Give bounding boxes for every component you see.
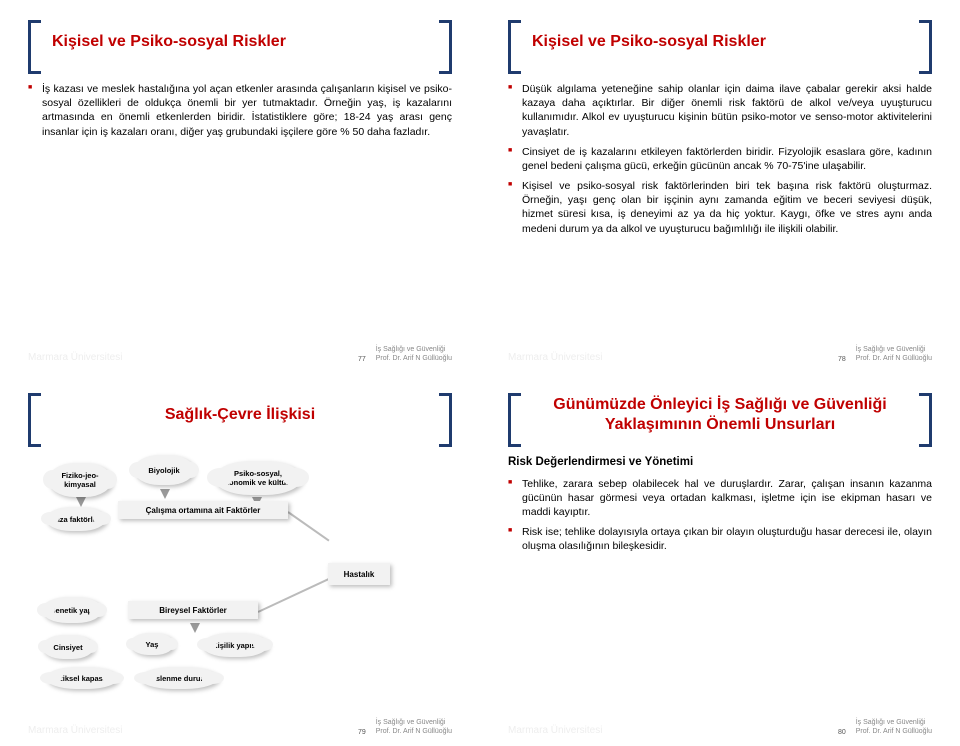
footer-who: İş Sağlığı ve GüvenliğiProf. Dr. Arif N … — [376, 719, 452, 736]
title-wrap: Kişisel ve Psiko-sosyal Riskler — [508, 22, 932, 72]
bullet: İş kazası ve meslek hastalığına yol açan… — [42, 82, 452, 139]
bracket-right — [911, 20, 932, 74]
footer-pageno: 78 — [838, 356, 846, 363]
diagram-bar-bireysel: Bireysel Faktörler — [128, 601, 258, 619]
bracket-right — [431, 20, 452, 74]
slide-80: Günümüzde Önleyici İş Sağlığı ve Güvenli… — [480, 373, 960, 746]
bullet: Tehlike, zarara sebep olabilecek hal ve … — [522, 477, 932, 520]
footer-who: İş Sağlığı ve GüvenliğiProf. Dr. Arif N … — [856, 719, 932, 736]
bracket-left — [508, 393, 529, 447]
footer-who: İş Sağlığı ve GüvenliğiProf. Dr. Arif N … — [856, 346, 932, 363]
diagram-bottom-cloud-4: Fiziksel kapasite — [46, 667, 118, 689]
bullet: Risk ise; tehlike dolayısıyla ortaya çık… — [522, 525, 932, 553]
slide-footer: Marmara Üniversitesi 77 İş Sağlığı ve Gü… — [28, 346, 452, 363]
bullet: Düşük algılama yeteneğine sahip olanlar … — [522, 82, 932, 139]
diagram-bottom-cloud-5: Beslenme durumu — [140, 667, 218, 689]
footer-pageno: 80 — [838, 729, 846, 736]
footer-uni: Marmara Üniversitesi — [28, 725, 122, 736]
slide-title: Kişisel ve Psiko-sosyal Riskler — [52, 32, 428, 52]
slide-footer: Marmara Üniversitesi 78 İş Sağlığı ve Gü… — [508, 346, 932, 363]
slide-77: Kişisel ve Psiko-sosyal Riskler İş kazas… — [0, 0, 480, 373]
bracket-left — [508, 20, 529, 74]
footer-who: İş Sağlığı ve GüvenliğiProf. Dr. Arif N … — [376, 346, 452, 363]
diagram-kaza-cloud: Kaza faktörleri — [46, 507, 106, 531]
bracket-right — [431, 393, 452, 447]
bracket-right — [911, 393, 932, 447]
title-wrap: Sağlık-Çevre İlişkisi — [28, 395, 452, 445]
slide-body: Risk Değerlendirmesi ve Yönetimi Tehlike… — [508, 455, 932, 553]
slide-footer: Marmara Üniversitesi 79 İş Sağlığı ve Gü… — [28, 719, 452, 736]
bullet: Kişisel ve psiko-sosyal risk faktörlerin… — [522, 179, 932, 236]
footer-uni: Marmara Üniversitesi — [508, 352, 602, 363]
diagram-bottom-cloud-2: Yaş — [130, 633, 174, 655]
title-wrap: Günümüzde Önleyici İş Sağlığı ve Güvenli… — [508, 395, 932, 445]
slide-78: Kişisel ve Psiko-sosyal Riskler Düşük al… — [480, 0, 960, 373]
slide-title: Günümüzde Önleyici İş Sağlığı ve Güvenli… — [532, 395, 908, 435]
slide-body: İş kazası ve meslek hastalığına yol açan… — [28, 82, 452, 139]
diagram-bottom-cloud-3: Kişilik yapısı — [202, 633, 268, 657]
diagram-bottom-cloud-1: Cinsiyet — [42, 635, 94, 659]
diagram-top-cloud-2: Psiko-sosyal, ekonomik ve kültürel — [214, 461, 302, 495]
slide-title: Kişisel ve Psiko-sosyal Riskler — [532, 32, 908, 52]
arrow-icon — [190, 623, 200, 633]
diagram-bar-hastalik: Hastalık — [328, 563, 390, 585]
slide-body: Düşük algılama yeteneğine sahip olanlar … — [508, 82, 932, 236]
diagram-bottom-cloud-0: Genetik yapı — [42, 597, 102, 623]
subheading: Risk Değerlendirmesi ve Yönetimi — [508, 455, 932, 471]
connector-line — [258, 577, 331, 613]
footer-uni: Marmara Üniversitesi — [508, 725, 602, 736]
arrow-icon — [76, 497, 86, 507]
footer-pageno: 79 — [358, 729, 366, 736]
footer-uni: Marmara Üniversitesi — [28, 352, 122, 363]
bracket-left — [28, 393, 49, 447]
arrow-icon — [160, 489, 170, 499]
slide-79: Sağlık-Çevre İlişkisi Fiziko-jeo-kimyasa… — [0, 373, 480, 746]
diagram-top-cloud-0: Fiziko-jeo-kimyasal — [48, 463, 112, 497]
title-wrap: Kişisel ve Psiko-sosyal Riskler — [28, 22, 452, 72]
slide-footer: Marmara Üniversitesi 80 İş Sağlığı ve Gü… — [508, 719, 932, 736]
connector-line — [287, 511, 329, 541]
slide-title: Sağlık-Çevre İlişkisi — [52, 405, 428, 425]
footer-pageno: 77 — [358, 356, 366, 363]
diagram-saglik-cevre: Fiziko-jeo-kimyasal Biyolojik Psiko-sosyal… — [28, 455, 448, 685]
bracket-left — [28, 20, 49, 74]
diagram-top-cloud-1: Biyolojik — [134, 455, 194, 485]
diagram-bar-calisma: Çalışma ortamına ait Faktörler — [118, 501, 288, 519]
bullet: Cinsiyet de iş kazalarını etkileyen fakt… — [522, 145, 932, 173]
